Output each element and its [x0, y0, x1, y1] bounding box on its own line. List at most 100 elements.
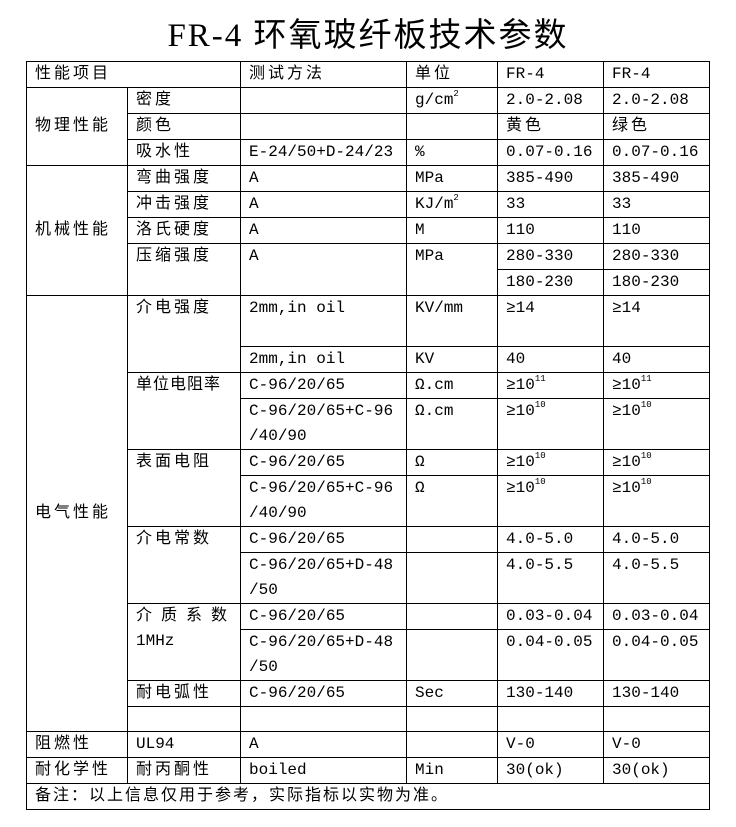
property-name: 颜色 — [126, 113, 242, 140]
table-header-row: 性能项目 测试方法 单位 FR-4 FR-4 — [25, 61, 711, 88]
group-mechanical: 机械性能 — [26, 165, 128, 296]
value-col2: 280-330 — [603, 243, 711, 270]
table-row: C-96/20/65+D-48 /50 4.0-5.5 4.0-5.5 — [27, 552, 711, 604]
test-method: 2mm,in oil — [240, 295, 408, 347]
property-name: 压缩强度 — [126, 243, 242, 296]
value-text: ≥10 — [506, 479, 535, 497]
unit-text: KJ/m — [415, 195, 454, 213]
value-col2: 130-140 — [603, 680, 711, 707]
test-method — [240, 113, 408, 140]
note: 备注：以上信息仅用于参考，实际指标以实物为准。 — [25, 783, 711, 810]
value-col2: 2.0-2.08 — [603, 87, 711, 114]
value-col2: 33 — [603, 191, 711, 218]
exponent: 10 — [534, 400, 546, 410]
unit: Ω — [406, 475, 499, 527]
test-method — [240, 706, 408, 732]
value-col1: 385-490 — [497, 165, 605, 192]
table-row: 耐电弧性 C-96/20/65 Sec 130-140 130-140 — [27, 680, 711, 707]
test-method: E-24/50+D-24/23 — [240, 139, 408, 166]
value-col1: ≥1010 — [497, 449, 605, 476]
table-row: 冲击强度 A KJ/m2 33 33 — [27, 191, 711, 218]
table-row: 单位电阻率 C-96/20/65 Ω.cm ≥1011 ≥1011 — [27, 372, 711, 450]
property-name: UL94 — [126, 731, 242, 758]
header-method: 测试方法 — [240, 61, 408, 88]
unit: MPa — [406, 243, 499, 296]
test-method — [240, 87, 408, 114]
test-method: C-96/20/65+D-48 /50 — [240, 552, 408, 604]
exponent: 10 — [640, 477, 652, 487]
unit: KV — [406, 346, 499, 373]
value-col1: 黄色 — [497, 113, 605, 140]
page-title: FR-4 环氧玻纤板技术参数 — [167, 18, 569, 54]
table-row-empty — [27, 706, 711, 732]
property-frequency: 1MHz — [136, 632, 175, 650]
table-row: 180-230 180-230 — [27, 269, 711, 296]
table-row: 介电常数 C-96/20/65 4.0-5.0 4.0-5.0 — [27, 526, 711, 604]
table-row: 物理性能 密度 g/cm2 2.0-2.08 2.0-2.08 — [26, 87, 711, 166]
value-col1: 130-140 — [497, 680, 605, 707]
value-col1: 280-330 — [497, 243, 605, 270]
unit: Ω — [406, 449, 499, 476]
group-flame: 阻燃性 — [26, 731, 128, 758]
value-col2: 0.07-0.16 — [603, 139, 711, 166]
value-col2: 110 — [603, 217, 711, 244]
property-name-text: 介质系数 — [136, 607, 237, 625]
table-row: 洛氏硬度 A M 110 110 — [27, 217, 711, 244]
test-method: C-96/20/65 — [240, 680, 408, 707]
value-col1: 180-230 — [497, 269, 605, 296]
value-col2: 4.0-5.0 — [603, 526, 711, 553]
test-method: C-96/20/65 — [240, 526, 408, 553]
unit: Ω.cm — [406, 372, 499, 399]
property-name: 弯曲强度 — [126, 165, 242, 192]
value-col2: 4.0-5.5 — [603, 552, 711, 604]
value-col1: 110 — [497, 217, 605, 244]
value-col2: ≥1011 — [603, 372, 711, 399]
table-row: 2mm,in oil KV 40 40 — [27, 346, 711, 373]
value-col1: ≥1010 — [497, 475, 605, 527]
value-col2: 30(ok) — [603, 757, 711, 784]
value-col2: V-0 — [603, 731, 711, 758]
property-name: 吸水性 — [126, 139, 242, 166]
value-col1: 4.0-5.0 — [497, 526, 605, 553]
unit — [406, 113, 499, 140]
test-method: A — [240, 165, 408, 192]
value-text: ≥10 — [612, 479, 641, 497]
unit — [406, 731, 499, 758]
unit: % — [406, 139, 499, 166]
group-chemical: 耐化学性 — [26, 757, 128, 784]
value-col1: ≥1011 — [497, 372, 605, 399]
property-name: 耐电弧性 — [126, 680, 242, 707]
test-method: A — [240, 217, 408, 244]
property-name: 表面电阻 — [126, 449, 242, 527]
value-col1: ≥14 — [497, 295, 605, 347]
test-method: A — [240, 731, 408, 758]
exponent: 10 — [534, 477, 546, 487]
unit: KJ/m2 — [406, 191, 499, 218]
test-method: boiled — [240, 757, 408, 784]
unit — [406, 526, 499, 553]
table-row: 耐化学性 耐丙酮性 boiled Min 30(ok) 30(ok) — [26, 757, 711, 784]
value-text: ≥10 — [612, 453, 641, 471]
value-col2: 180-230 — [603, 269, 711, 296]
test-method: 2mm,in oil — [240, 346, 408, 373]
header-item: 性能项目 — [25, 61, 242, 88]
value-text: ≥10 — [612, 376, 641, 394]
value-col1 — [497, 706, 605, 732]
value-col2: 40 — [603, 346, 711, 373]
value-col2: ≥1010 — [603, 398, 711, 450]
value-col2: 绿色 — [603, 113, 711, 140]
property-name: 介质系数 1MHz — [126, 603, 242, 681]
table-row: 介质系数 1MHz C-96/20/65 0.03-0.04 0.03-0.04 — [27, 603, 711, 681]
exponent: 11 — [534, 374, 546, 384]
table-row: 压缩强度 A MPa 280-330 280-330 — [27, 243, 711, 296]
property-name: 介电强度 — [126, 295, 242, 373]
header-col1: FR-4 — [497, 61, 605, 88]
value-col1: 2.0-2.08 — [497, 87, 605, 114]
unit-sup: 2 — [453, 193, 459, 203]
exponent: 10 — [534, 451, 546, 461]
exponent: 10 — [640, 451, 652, 461]
unit — [406, 603, 499, 630]
unit: Ω.cm — [406, 398, 499, 450]
value-col1: 30(ok) — [497, 757, 605, 784]
value-col2 — [603, 706, 711, 732]
